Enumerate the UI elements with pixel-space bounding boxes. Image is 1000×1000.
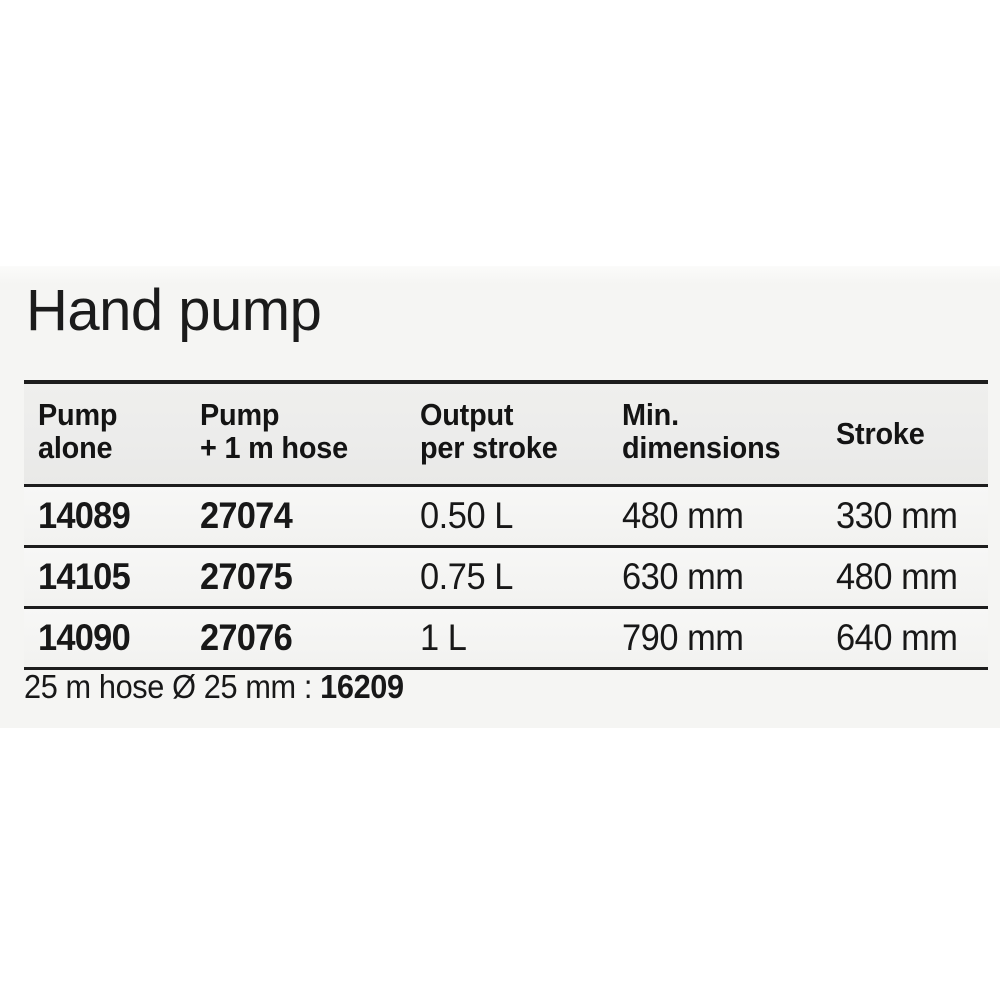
- column-header-output-per-stroke: Output per stroke: [420, 397, 558, 466]
- cell-pump-alone: 14090: [38, 617, 131, 658]
- cell-pump-with-hose: 27074: [200, 495, 293, 536]
- table-bottom-rule: [24, 667, 988, 670]
- table-header-row: Pump alone Pump + 1 m hose Output per st…: [24, 384, 988, 484]
- cell-stroke: 640 mm: [836, 617, 958, 658]
- footnote: 25 m hose Ø 25 mm : 16209: [24, 670, 404, 703]
- table-row: 14105 27075 0.75 L 630 mm 480 mm: [24, 548, 988, 606]
- cell-output-per-stroke: 1 L: [420, 617, 467, 658]
- cell-min-dimensions: 480 mm: [622, 495, 744, 536]
- cell-pump-with-hose: 27075: [200, 556, 293, 597]
- cell-min-dimensions: 630 mm: [622, 556, 744, 597]
- header-bottom-rule: [24, 484, 988, 487]
- column-header-pump-alone: Pump alone: [38, 397, 118, 466]
- cell-stroke: 330 mm: [836, 495, 958, 536]
- column-header-pump-with-hose: Pump + 1 m hose: [200, 397, 348, 466]
- table-row: 14089 27074 0.50 L 480 mm 330 mm: [24, 487, 988, 545]
- row-divider-rule: [24, 606, 988, 609]
- cell-pump-alone: 14105: [38, 556, 131, 597]
- cell-stroke: 480 mm: [836, 556, 958, 597]
- page-title: Hand pump: [26, 278, 322, 343]
- cell-output-per-stroke: 0.75 L: [420, 556, 513, 597]
- column-header-stroke: Stroke: [836, 416, 925, 451]
- row-divider-rule: [24, 545, 988, 548]
- column-header-min-dimensions: Min. dimensions: [622, 397, 781, 466]
- table-top-rule: [24, 380, 988, 384]
- table-row: 14090 27076 1 L 790 mm 640 mm: [24, 609, 988, 667]
- footnote-code: 16209: [320, 668, 404, 705]
- cell-pump-with-hose: 27076: [200, 617, 293, 658]
- spec-table: Pump alone Pump + 1 m hose Output per st…: [24, 380, 988, 670]
- spec-panel: Hand pump Pump alone Pump + 1 m hose Out…: [0, 266, 1000, 728]
- footnote-label: 25 m hose Ø 25 mm :: [24, 668, 321, 705]
- cell-min-dimensions: 790 mm: [622, 617, 744, 658]
- cell-output-per-stroke: 0.50 L: [420, 495, 513, 536]
- cell-pump-alone: 14089: [38, 495, 131, 536]
